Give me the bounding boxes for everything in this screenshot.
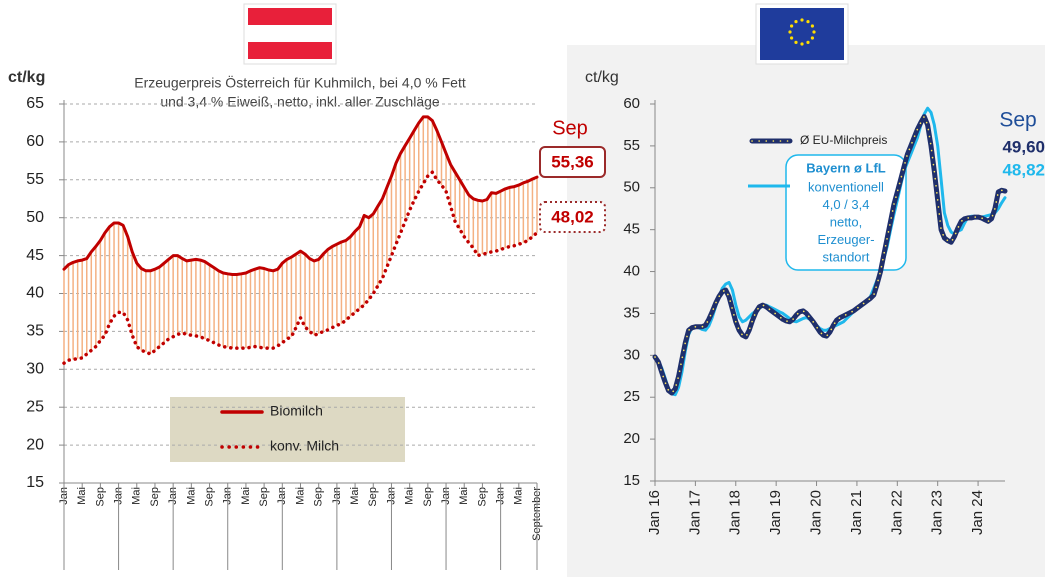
x-tick-label: Sep (422, 487, 434, 507)
x-tick-label: Sep (203, 487, 215, 507)
y-tick-label: 25 (623, 388, 640, 405)
y-tick-label: 60 (26, 133, 44, 150)
legend-label: Ø EU-Milchpreis (800, 133, 887, 147)
legend-note-box (785, 154, 907, 271)
x-tick-label: Mai (294, 487, 306, 505)
end-value-label: 48,82 (1002, 160, 1045, 179)
legend-label: Bayern ø LfL (806, 160, 886, 175)
y-tick-label: 30 (623, 346, 640, 363)
x-tick-label: Mai (76, 487, 88, 505)
x-tick-label: Jan 17 (686, 490, 703, 535)
y-tick-label: 55 (623, 137, 640, 154)
end-label-box (539, 201, 606, 233)
y-tick-label: 50 (623, 179, 640, 196)
y-tick-label: 65 (26, 95, 44, 112)
x-tick-label: Sep (476, 487, 488, 507)
flag-stripe (248, 42, 332, 59)
legend-box (170, 397, 405, 462)
flag-field (760, 8, 844, 60)
y-tick-label: 55 (26, 171, 44, 188)
y-tick-label: 35 (623, 304, 640, 321)
flag-austria (243, 3, 337, 65)
x-tick-label: Jan 23 (929, 490, 946, 535)
end-value-label: 55,36 (551, 152, 594, 171)
x-tick-label: Jan 18 (727, 490, 744, 535)
y-axis-label: ct/kg (8, 69, 45, 86)
y-tick-label: 45 (623, 221, 640, 238)
x-tick-label: Sep (149, 487, 161, 507)
x-tick-label: Jan 22 (888, 490, 905, 535)
flag-stripe (248, 25, 332, 42)
flag-stripe (248, 8, 332, 25)
flag-stars (788, 18, 816, 46)
x-tick-label: Mai (458, 487, 470, 505)
flag-eu (755, 3, 849, 65)
y-tick-label: 25 (26, 398, 44, 415)
x-tick-label: Sep (258, 487, 270, 507)
end-month-label: Sep (552, 117, 588, 139)
end-value-label: 49,60 (1002, 137, 1045, 156)
y-tick-label: 35 (26, 323, 44, 340)
y-tick-label: 15 (26, 474, 44, 491)
x-tick-label: Mai (131, 487, 143, 505)
x-tick-label: Jan 20 (808, 490, 825, 535)
end-month-label: Sep (999, 109, 1036, 132)
y-tick-label: 20 (623, 430, 640, 447)
y-tick-label: 40 (623, 263, 640, 280)
legend-label: konv. Milch (270, 438, 339, 454)
x-tick-label: Mai (404, 487, 416, 505)
legend-note: 4,0 / 3,4 (823, 197, 870, 212)
x-tick-label: Sep (313, 487, 325, 507)
chart-title: und 3,4 % Eiweiß, netto, inkl. aller Zus… (160, 94, 440, 110)
y-tick-label: 45 (26, 247, 44, 264)
legend-note: standort (823, 249, 870, 264)
x-tick-label: Jan 21 (848, 490, 865, 535)
y-tick-label: 40 (26, 285, 44, 302)
x-tick-label: Mai (185, 487, 197, 505)
x-tick-label: Mai (349, 487, 361, 505)
x-tick-label: Jan 16 (646, 490, 663, 535)
x-tick-label: Sep (94, 487, 106, 507)
series-line (62, 115, 539, 276)
y-axis-label: ct/kg (585, 69, 619, 86)
x-tick-label: Jan 19 (767, 490, 784, 535)
legend-note: netto, (830, 214, 863, 229)
y-tick-label: 60 (623, 95, 640, 112)
series-line-dots (654, 114, 1006, 395)
x-tick-label: Jan 24 (969, 490, 986, 535)
chart-title: Erzeugerpreis Österreich für Kuhmilch, b… (134, 74, 466, 91)
end-label-box (539, 146, 606, 178)
y-tick-label: 50 (26, 209, 44, 226)
end-value-label: 48,02 (551, 207, 594, 226)
y-tick-label: 15 (623, 472, 640, 489)
legend-note: Erzeuger- (817, 232, 874, 247)
y-tick-label: 30 (26, 361, 44, 378)
x-tick-label: Mai (240, 487, 252, 505)
legend-label: Biomilch (270, 403, 323, 419)
series-line (62, 170, 539, 365)
x-tick-label: Sep (367, 487, 379, 507)
legend-note: konventionell (808, 179, 884, 194)
x-tick-label: Mai (513, 487, 525, 505)
y-tick-label: 20 (26, 436, 44, 453)
